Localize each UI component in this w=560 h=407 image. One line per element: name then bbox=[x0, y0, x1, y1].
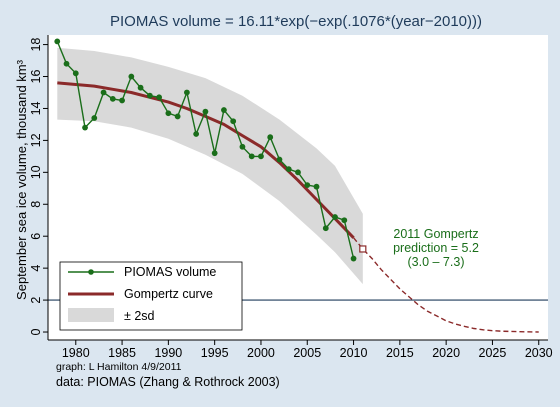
prediction-annotation: 2011 Gompertz prediction = 5.2 (3.0 – 7.… bbox=[393, 227, 479, 269]
y-tick-label-8: 8 bbox=[29, 201, 43, 208]
piomas-point-1978 bbox=[54, 38, 61, 45]
gompertz-curve bbox=[57, 81, 355, 239]
sd-band-layer bbox=[57, 47, 363, 285]
data-source: data: PIOMAS (Zhang & Rothrock 2003) bbox=[56, 375, 280, 389]
y-tick-label-2: 2 bbox=[29, 297, 43, 304]
piomas-point-1988 bbox=[146, 92, 153, 99]
legend-label-gompertz: Gompertz curve bbox=[124, 287, 213, 301]
gompertz-projection bbox=[353, 237, 539, 333]
piomas-point-2000 bbox=[258, 153, 264, 160]
x-tick-label-2010: 2010 bbox=[340, 346, 368, 360]
piomas-point-2003 bbox=[285, 166, 292, 173]
piomas-point-2002 bbox=[276, 156, 283, 163]
piomas-point-2004 bbox=[295, 169, 301, 176]
piomas-point-1981 bbox=[82, 124, 88, 131]
legend-label-band: ± 2sd bbox=[124, 309, 155, 323]
chart-title: PIOMAS volume = 16.11*exp(−exp(.1076*(ye… bbox=[110, 13, 482, 30]
legend-marker-piomas bbox=[88, 269, 94, 275]
legend-label-piomas: PIOMAS volume bbox=[124, 265, 216, 279]
legend: PIOMAS volume Gompertz curve ± 2sd bbox=[59, 261, 243, 331]
piomas-point-1995 bbox=[211, 150, 218, 157]
piomas-point-1997 bbox=[230, 118, 237, 125]
prediction-line3: (3.0 – 7.3) bbox=[408, 255, 465, 269]
piomas-point-1984 bbox=[109, 95, 116, 102]
piomas-point-1996 bbox=[221, 107, 227, 113]
piomas-point-1992 bbox=[183, 89, 190, 96]
piomas-point-1985 bbox=[119, 97, 125, 104]
prediction-marker bbox=[359, 245, 367, 253]
piomas-point-1994 bbox=[202, 108, 209, 115]
y-axis-label: September sea ice volume, thousand km³ bbox=[14, 59, 29, 300]
y-tick-label-0: 0 bbox=[29, 328, 43, 335]
x-tick-label-2025: 2025 bbox=[479, 346, 507, 360]
x-tick-label-1985: 1985 bbox=[108, 346, 136, 360]
piomas-point-1979 bbox=[63, 60, 70, 67]
piomas-point-2007 bbox=[322, 225, 329, 232]
x-tick-label-2030: 2030 bbox=[525, 346, 553, 360]
axes-layer: 0 2 4 6 8 10 12 14 16 18 1980 1985 1990 1995 2000 2005 2… bbox=[29, 35, 553, 360]
piomas-point-2009 bbox=[341, 217, 348, 224]
piomas-point-2001 bbox=[267, 134, 274, 141]
y-tick-label-12: 12 bbox=[29, 133, 43, 147]
legend-swatch-band bbox=[68, 308, 114, 322]
x-tick-label-1980: 1980 bbox=[62, 346, 90, 360]
x-tick-label-2015: 2015 bbox=[386, 346, 414, 360]
x-tick-label-1995: 1995 bbox=[201, 346, 229, 360]
y-tick-label-4: 4 bbox=[29, 265, 43, 272]
piomas-point-1999 bbox=[248, 153, 255, 160]
piomas-point-2006 bbox=[313, 183, 320, 190]
x-tick-label-2005: 2005 bbox=[293, 346, 321, 360]
piomas-point-1989 bbox=[156, 94, 163, 101]
piomas-point-1987 bbox=[137, 84, 144, 91]
points-layer bbox=[54, 38, 367, 262]
y-tick-label-14: 14 bbox=[29, 101, 43, 115]
piomas-point-1993 bbox=[193, 131, 200, 137]
piomas-point-1991 bbox=[174, 113, 181, 120]
piomas-point-2008 bbox=[332, 214, 338, 220]
prediction-line2: prediction = 5.2 bbox=[393, 241, 479, 255]
piomas-point-1986 bbox=[128, 73, 135, 80]
x-tick-label-2020: 2020 bbox=[432, 346, 460, 360]
piomas-point-1982 bbox=[91, 115, 98, 121]
y-tick-label-6: 6 bbox=[29, 233, 43, 240]
y-tick-label-10: 10 bbox=[29, 165, 43, 179]
sd-band bbox=[57, 47, 363, 285]
piomas-point-2005 bbox=[304, 182, 311, 189]
piomas-point-1983 bbox=[100, 89, 107, 96]
y-tick-label-16: 16 bbox=[29, 70, 43, 84]
graph-credit: graph: L Hamilton 4/9/2011 bbox=[56, 361, 182, 373]
piomas-point-1980 bbox=[72, 70, 79, 77]
piomas-point-1990 bbox=[165, 110, 172, 117]
x-tick-label-1990: 1990 bbox=[154, 346, 182, 360]
piomas-point-2010 bbox=[350, 255, 357, 262]
x-tick-label-2000: 2000 bbox=[247, 346, 275, 360]
prediction-line1: 2011 Gompertz bbox=[393, 227, 478, 241]
y-tick-label-18: 18 bbox=[29, 38, 43, 52]
piomas-point-1998 bbox=[239, 143, 246, 150]
